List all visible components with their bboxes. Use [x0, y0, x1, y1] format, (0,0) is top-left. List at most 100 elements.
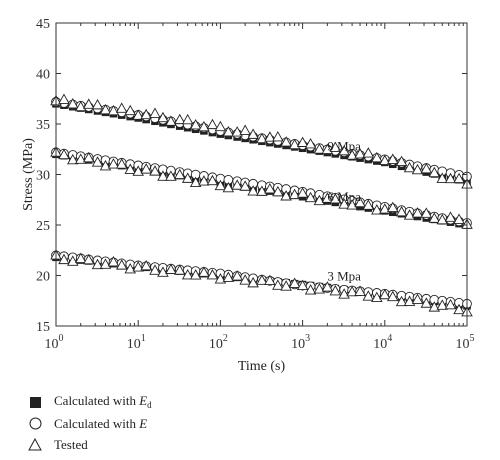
open-triangle-point — [157, 111, 169, 123]
open-triangle-point — [453, 172, 465, 184]
open-triangle-point — [206, 174, 219, 186]
open-triangle-point — [165, 263, 177, 274]
open-triangle-point — [296, 136, 309, 147]
open-triangle-point — [165, 115, 177, 126]
open-triangle-point — [411, 293, 424, 304]
open-triangle-point — [157, 170, 169, 181]
open-triangle-point — [313, 143, 326, 154]
x-axis-title: Time (s) — [238, 359, 286, 374]
open-triangle-point — [67, 255, 79, 266]
legend-label-text: Calculated with — [54, 416, 140, 431]
open-triangle-point — [189, 119, 202, 130]
y-tick-label: 35 — [36, 118, 50, 133]
open-triangle-point — [264, 131, 276, 142]
open-triangle-point — [115, 259, 128, 270]
open-triangle-point — [124, 104, 136, 116]
open-triangle-point — [189, 269, 202, 280]
open-triangle-point — [264, 182, 276, 194]
open-triangle-point — [272, 131, 284, 142]
open-triangle-point — [239, 124, 251, 135]
open-triangle-point — [206, 269, 219, 280]
open-triangle-point — [82, 253, 95, 265]
open-triangle-point — [371, 204, 383, 215]
open-triangle-point — [198, 175, 210, 186]
open-triangle-point — [371, 291, 383, 303]
open-triangle-point — [99, 159, 112, 171]
legend-item-calculated-ed: Calculated with Ed — [28, 392, 152, 413]
open-triangle-point — [272, 185, 284, 197]
open-triangle-point — [387, 153, 399, 164]
open-triangle-point — [198, 120, 210, 132]
open-triangle-point — [436, 172, 449, 183]
legend-label-text: Calculated with — [54, 392, 140, 408]
open-triangle-point — [198, 266, 210, 277]
open-triangle-point — [411, 207, 424, 218]
open-triangle-point — [346, 149, 358, 160]
open-triangle-point — [247, 276, 259, 288]
open-triangle-point — [124, 263, 136, 274]
open-triangle-point — [436, 213, 449, 225]
open-triangle-point — [107, 104, 120, 116]
open-triangle-point — [453, 213, 465, 224]
open-triangle-point — [296, 279, 309, 291]
open-triangle-point — [403, 161, 416, 173]
open-triangle-point — [428, 301, 441, 312]
y-tick-label: 45 — [36, 17, 50, 32]
open-triangle-point — [181, 172, 194, 183]
open-triangle-point — [296, 187, 309, 198]
open-triangle-point — [124, 163, 136, 174]
open-triangle-point — [329, 284, 342, 296]
open-triangle-point — [74, 153, 87, 164]
open-triangle-point — [140, 259, 152, 271]
open-triangle-point — [354, 285, 366, 296]
open-triangle-point — [173, 113, 186, 125]
open-triangle-point — [231, 126, 243, 137]
open-triangle-point — [67, 153, 79, 165]
open-triangle-point — [149, 165, 161, 176]
open-triangle-point — [206, 118, 219, 130]
open-triangle-point — [379, 154, 391, 166]
legend-label-variable: E — [139, 392, 148, 408]
open-triangle-point — [395, 295, 408, 307]
open-triangle-point — [58, 148, 70, 160]
open-triangle-point — [444, 172, 457, 184]
open-triangle-point — [379, 288, 391, 300]
open-triangle-point — [362, 147, 375, 158]
open-triangle-point — [354, 147, 366, 159]
series-label: 6 Mpa — [327, 189, 361, 204]
open-triangle-point — [313, 283, 326, 294]
open-triangle-point — [181, 113, 194, 125]
open-triangle-point — [420, 207, 433, 218]
open-triangle-point — [107, 255, 120, 267]
open-triangle-point — [395, 155, 408, 167]
open-triangle-point — [149, 107, 161, 118]
x-tick-label: 104 — [373, 333, 392, 352]
open-triangle-point — [115, 102, 128, 113]
open-triangle-point — [181, 268, 194, 280]
open-triangle-marker-icon — [28, 438, 42, 452]
open-triangle-point — [239, 274, 251, 285]
open-triangle-point — [82, 151, 95, 163]
open-triangle-point — [173, 168, 186, 180]
open-triangle-point — [403, 209, 416, 220]
open-triangle-point — [272, 279, 284, 290]
legend-label-text: Tested — [54, 437, 88, 452]
open-triangle-point — [247, 185, 259, 196]
y-tick-label: 20 — [36, 270, 50, 285]
open-triangle-point — [222, 125, 235, 137]
open-triangle-point — [428, 166, 441, 178]
series-label: 9 Mpa — [327, 138, 361, 153]
open-triangle-point — [231, 270, 243, 281]
open-triangle-point — [247, 128, 259, 139]
open-triangle-point — [387, 201, 399, 213]
open-triangle-point — [149, 264, 161, 275]
open-triangle-point — [362, 290, 375, 301]
y-axis-title: Stress (MPa) — [21, 138, 36, 211]
open-triangle-point — [428, 212, 441, 223]
open-triangle-point — [280, 190, 292, 201]
open-triangle-point — [222, 271, 235, 282]
open-triangle-point — [91, 258, 104, 270]
open-triangle-point — [304, 191, 317, 203]
open-triangle-point — [387, 290, 399, 302]
open-triangle-point — [444, 211, 457, 222]
